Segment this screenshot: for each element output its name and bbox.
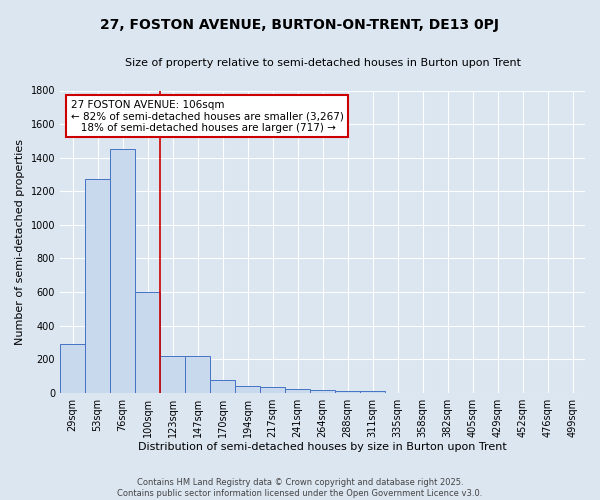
Text: 27 FOSTON AVENUE: 106sqm
← 82% of semi-detached houses are smaller (3,267)
   18: 27 FOSTON AVENUE: 106sqm ← 82% of semi-d… [71,100,343,133]
Text: 27, FOSTON AVENUE, BURTON-ON-TRENT, DE13 0PJ: 27, FOSTON AVENUE, BURTON-ON-TRENT, DE13… [101,18,499,32]
Bar [185,356,210,393]
X-axis label: Distribution of semi-detached houses by size in Burton upon Trent: Distribution of semi-detached houses by … [138,442,507,452]
Text: Contains HM Land Registry data © Crown copyright and database right 2025.
Contai: Contains HM Land Registry data © Crown c… [118,478,482,498]
Bar [110,150,135,392]
Bar [285,388,310,392]
Bar [85,180,110,392]
Bar [160,356,185,393]
Bar [310,390,335,392]
Bar [135,292,160,392]
Bar [360,391,385,392]
Bar [235,386,260,392]
Y-axis label: Number of semi-detached properties: Number of semi-detached properties [15,138,25,344]
Bar [210,380,235,392]
Title: Size of property relative to semi-detached houses in Burton upon Trent: Size of property relative to semi-detach… [125,58,521,68]
Bar [260,387,285,392]
Bar [60,344,85,393]
Bar [335,391,360,392]
